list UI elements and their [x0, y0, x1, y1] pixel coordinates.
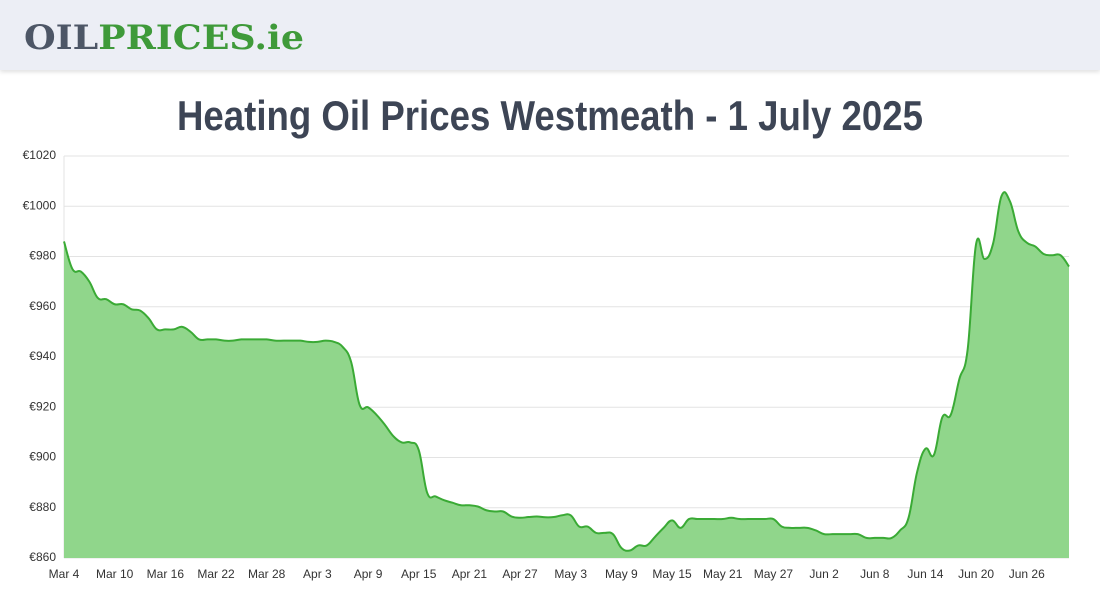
- x-tick-label: Jun 26: [1009, 567, 1045, 581]
- x-tick-label: Jun 20: [958, 567, 994, 581]
- header-bar: [0, 0, 1100, 70]
- x-tick-label: Mar 16: [147, 567, 185, 581]
- y-tick-label: €960: [29, 299, 56, 313]
- x-tick-label: Apr 27: [502, 567, 538, 581]
- y-tick-label: €980: [29, 249, 56, 263]
- chart-title: Heating Oil Prices Westmeath - 1 July 20…: [177, 92, 923, 139]
- x-tick-label: Jun 2: [809, 567, 839, 581]
- x-tick-label: Apr 21: [452, 567, 488, 581]
- x-tick-label: Mar 22: [197, 567, 235, 581]
- y-tick-label: €1020: [23, 148, 57, 162]
- x-tick-label: Apr 9: [354, 567, 383, 581]
- y-tick-label: €940: [29, 349, 56, 363]
- x-tick-label: Apr 15: [401, 567, 437, 581]
- area-fill: [64, 192, 1069, 559]
- y-tick-label: €1000: [23, 198, 57, 212]
- x-tick-label: May 9: [605, 567, 638, 581]
- y-tick-label: €880: [29, 500, 56, 514]
- x-tick-label: May 15: [652, 567, 692, 581]
- x-tick-label: May 27: [754, 567, 794, 581]
- x-tick-label: Mar 4: [49, 567, 80, 581]
- x-tick-label: May 3: [554, 567, 587, 581]
- x-tick-label: May 21: [703, 567, 743, 581]
- x-tick-label: Mar 28: [248, 567, 286, 581]
- price-line: [63, 191, 1070, 552]
- x-tick-label: Apr 3: [303, 567, 332, 581]
- y-tick-label: €860: [29, 550, 56, 564]
- logo-part: PRICES.ie: [98, 18, 304, 58]
- x-tick-label: Jun 8: [860, 567, 890, 581]
- y-tick-label: €920: [29, 399, 56, 413]
- x-tick-label: Mar 10: [96, 567, 134, 581]
- x-tick-label: Jun 14: [907, 567, 943, 581]
- y-tick-label: €900: [29, 450, 56, 464]
- logo[interactable]: OIL PRICES.ie: [24, 18, 304, 58]
- logo-part: OIL: [24, 18, 98, 58]
